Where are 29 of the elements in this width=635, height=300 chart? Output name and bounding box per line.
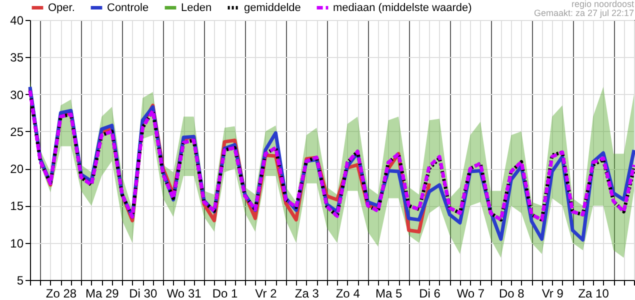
y-tick-label: 10 (10, 236, 24, 250)
legend-label: Leden (181, 2, 212, 14)
x-tick-label: Di 6 (419, 286, 441, 300)
x-tick-label: Do 8 (498, 286, 525, 300)
x-tick-label: Ma 29 (85, 286, 120, 300)
x-tick-label: Do 1 (212, 286, 238, 300)
y-tick-label: 15 (10, 199, 24, 214)
x-tick-label: Ma 5 (375, 286, 402, 300)
x-tick-label: Za 3 (294, 286, 320, 300)
legend-label: gemiddelde (244, 2, 301, 14)
x-tick-label: Di 30 (129, 286, 158, 300)
legend-label: Controle (107, 2, 149, 14)
y-tick-label: 5 (16, 274, 24, 288)
x-tick-label: Vr 9 (542, 286, 564, 300)
x-tick-label: Wo 7 (456, 286, 485, 300)
x-tick-label: Vr 2 (255, 286, 278, 300)
legend-label: Oper. (48, 2, 75, 14)
x-tick-label: Zo 28 (46, 286, 77, 300)
x-tick-label: Za 10 (578, 286, 610, 300)
y-tick-label: 25 (10, 124, 24, 139)
legend-label: mediaan (middelste waarde) (333, 2, 472, 14)
text: regio noordoost (570, 0, 634, 9)
y-tick-label: 20 (10, 162, 24, 176)
y-tick-label: 35 (10, 50, 24, 65)
x-tick-label: Zo 4 (336, 286, 360, 300)
y-tick-label: 30 (10, 88, 24, 102)
x-tick-label: Wo 31 (166, 286, 202, 300)
text: Gemaakt: za 27 jul 22:17 (534, 8, 634, 18)
y-tick-label: 40 (10, 14, 24, 28)
